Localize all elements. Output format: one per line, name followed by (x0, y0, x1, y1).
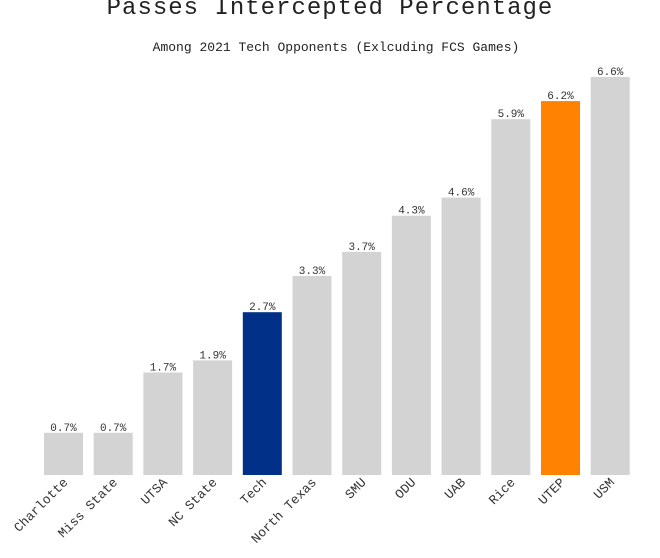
bar-smu (342, 251, 382, 475)
chart-title: Passes Intercepted Percentage (106, 0, 554, 22)
bar-charlotte (44, 432, 83, 475)
x-tick-label-usm: USM (591, 475, 618, 502)
data-label-north-texas: 3.3% (299, 266, 326, 278)
x-tick-label-uab: UAB (442, 475, 469, 502)
x-tick-label-odu: ODU (392, 475, 419, 502)
x-tick-label-rice: Rice (486, 475, 519, 508)
x-tick-label-smu: SMU (342, 475, 369, 502)
data-label-nc-state: 1.9% (199, 350, 226, 362)
bar-uab (441, 197, 481, 475)
data-label-charlotte: 0.7% (50, 423, 77, 435)
data-label-miss-state: 0.7% (100, 423, 127, 435)
data-label-odu: 4.3% (398, 206, 425, 218)
data-label-utsa: 1.7% (150, 363, 177, 375)
data-label-utep: 6.2% (547, 91, 574, 103)
x-tick-label-utep: UTEP (536, 475, 569, 508)
data-labels-group: 0.7% 0.7% 1.7% 1.9% 2.7% 3.3% 3.7% 4.3% 4.6% 5.9%… (50, 67, 624, 435)
x-tick-label-tech: Tech (237, 475, 270, 508)
bar-nc-state (193, 360, 233, 475)
bar-odu (391, 215, 431, 475)
bar-tech (242, 312, 282, 475)
data-label-rice: 5.9% (498, 109, 525, 121)
bar-utsa (143, 372, 183, 475)
bar-rice (491, 119, 531, 475)
data-label-uab: 4.6% (448, 188, 475, 200)
data-label-usm: 6.6% (597, 67, 624, 79)
x-tick-label-nc-state: NC State (166, 475, 221, 530)
x-tick-label-utsa: UTSA (138, 475, 171, 508)
bar-usm (590, 77, 630, 475)
data-label-tech: 2.7% (249, 302, 276, 314)
data-label-smu: 3.7% (348, 242, 375, 254)
bar-utep (541, 101, 580, 475)
chart-subtitle: Among 2021 Tech Opponents (Exlcuding FCS… (152, 40, 520, 55)
bars-group (44, 77, 630, 475)
bar-miss-state (93, 432, 133, 475)
bar-north-texas (292, 276, 332, 475)
